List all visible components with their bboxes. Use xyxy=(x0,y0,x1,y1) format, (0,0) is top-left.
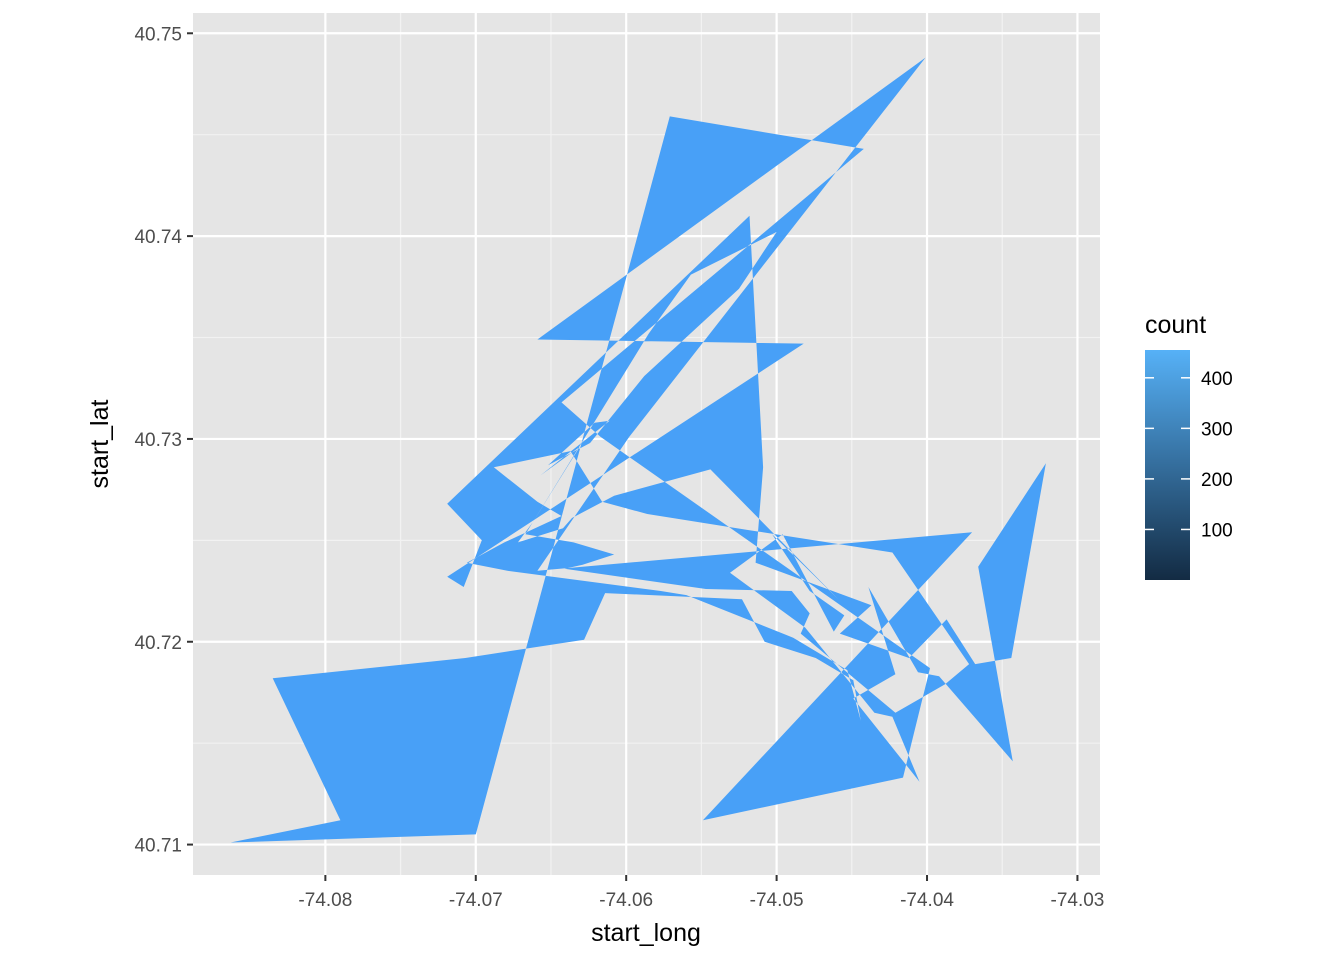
y-axis: 40.71 40.72 40.73 40.74 40.75 xyxy=(134,24,193,857)
x-tick-label: -74.03 xyxy=(1051,890,1105,911)
y-tick-label: 40.74 xyxy=(134,227,182,248)
x-tick-label: -74.05 xyxy=(750,890,804,911)
x-axis-title: start_long xyxy=(591,919,701,947)
y-axis-title: start_lat xyxy=(86,399,114,488)
x-tick-label: -74.08 xyxy=(298,890,352,911)
legend-colorbar xyxy=(1145,350,1190,580)
legend-label: 400 xyxy=(1201,369,1233,390)
legend-label: 100 xyxy=(1201,520,1233,541)
x-tick-label: -74.04 xyxy=(900,890,954,911)
legend-label: 200 xyxy=(1201,470,1233,491)
legend-label: 300 xyxy=(1201,419,1233,440)
legend-ticks: 100 200 300 400 xyxy=(1145,369,1233,541)
x-tick-label: -74.06 xyxy=(599,890,653,911)
legend: count 100 200 300 400 xyxy=(1145,311,1233,580)
x-tick-label: -74.07 xyxy=(449,890,503,911)
x-axis: -74.08 -74.07 -74.06 -74.05 -74.04 -74.03 xyxy=(298,875,1104,911)
y-tick-label: 40.72 xyxy=(134,633,182,654)
y-tick-label: 40.71 xyxy=(134,836,182,857)
y-tick-label: 40.73 xyxy=(134,430,182,451)
y-tick-label: 40.75 xyxy=(134,24,182,45)
legend-title: count xyxy=(1145,311,1206,339)
